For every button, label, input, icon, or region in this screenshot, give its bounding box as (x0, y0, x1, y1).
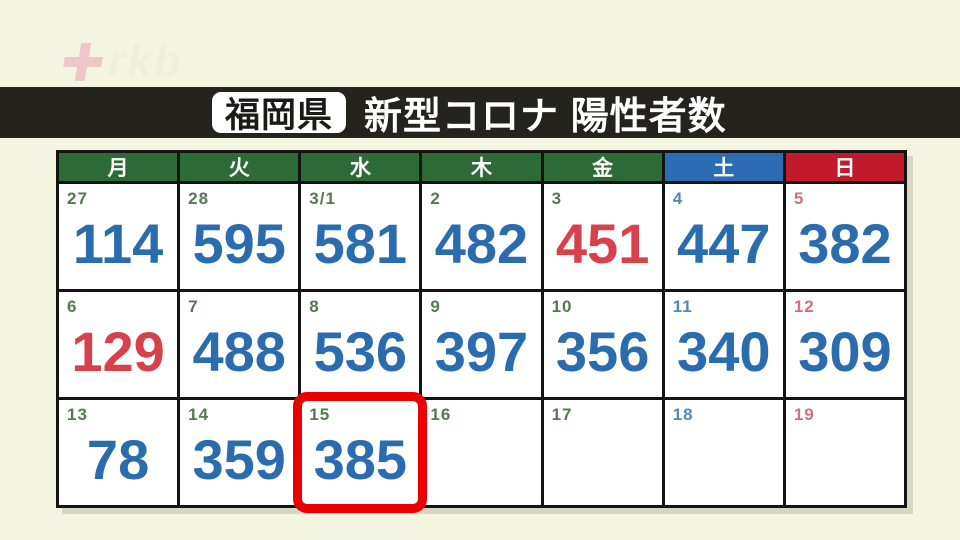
date-label: 15 (309, 405, 331, 424)
calendar-cell: 15 385 (293, 392, 428, 513)
day-header-4: 金 (543, 153, 662, 181)
date-label: 11 (672, 297, 693, 316)
date-label: 28 (188, 189, 210, 208)
date-label: 4 (672, 189, 684, 208)
case-count-value: 340 (677, 319, 771, 383)
prefecture-badge: 福岡県 (212, 92, 347, 135)
date-label: 6 (67, 297, 78, 316)
calendar-cell: 7 488 (180, 292, 299, 397)
page-title: 新型コロナ 陽性者数 (364, 96, 727, 138)
calendar-cell: 3/1 581 (301, 184, 420, 289)
calendar-cell: 5 382 (785, 184, 904, 289)
calendar-cell: 18 (664, 400, 783, 505)
date-label: 7 (188, 297, 199, 316)
day-header-0: 月 (59, 153, 178, 181)
calendar-cell: 3 451 (543, 184, 662, 289)
date-label: 10 (551, 297, 573, 316)
calendar-cell: 13 78 (59, 400, 178, 505)
case-count-value: 359 (192, 427, 286, 491)
date-label: 13 (67, 405, 88, 424)
calendar-cell: 14 359 (180, 400, 299, 505)
case-count-value: 78 (86, 427, 150, 491)
case-count-value: 536 (313, 319, 408, 383)
date-label: 17 (551, 405, 573, 424)
case-count-value (786, 413, 904, 505)
calendar-cell: 19 (785, 400, 904, 505)
date-label: 19 (793, 405, 815, 424)
calendar-cell: 4 447 (664, 184, 783, 289)
date-label: 2 (430, 189, 441, 208)
calendar-cell: 27 114 (59, 184, 178, 289)
case-count-value: 447 (677, 211, 771, 275)
case-count-value (422, 413, 540, 505)
date-label: 14 (188, 405, 210, 424)
case-count-value: 595 (192, 211, 286, 275)
calendar-grid: 月火水木金土日 27 114 28 595 3/1 581 2 482 3 451 4 447 5 382 6… (56, 150, 907, 513)
calendar-cell: 8 536 (301, 292, 420, 397)
day-header-6: 日 (785, 153, 904, 181)
plus-icon (63, 43, 103, 81)
case-count-value: 114 (72, 211, 164, 275)
calendar-cell: 10 356 (543, 292, 662, 397)
date-label: 3/1 (309, 189, 336, 208)
case-count-value: 451 (555, 211, 650, 275)
case-count-value: 129 (71, 319, 165, 383)
date-label: 18 (672, 405, 694, 424)
day-header-1: 火 (180, 153, 299, 181)
date-label: 8 (309, 297, 320, 316)
case-count-value: 309 (798, 319, 892, 383)
calendar-cell: 11 340 (664, 292, 783, 397)
case-count-value: 382 (798, 211, 892, 275)
calendar-cell: 17 (543, 400, 662, 505)
date-label: 16 (430, 405, 452, 424)
rkb-watermark: rkb (60, 34, 200, 90)
calendar-cell: 6 129 (59, 292, 178, 397)
case-count-value: 356 (555, 319, 650, 383)
date-label: 9 (430, 297, 441, 316)
case-count-value: 385 (313, 427, 408, 491)
calendar-cell: 28 595 (180, 184, 299, 289)
calendar-cell: 9 397 (422, 292, 541, 397)
calendar-cell: 2 482 (422, 184, 541, 289)
date-label: 5 (793, 189, 805, 208)
case-count-value: 482 (434, 211, 529, 275)
case-count-value (665, 413, 783, 505)
calendar-cell: 16 (422, 400, 541, 505)
case-count-value: 397 (434, 319, 529, 383)
day-header-3: 木 (422, 153, 541, 181)
date-label: 12 (793, 297, 815, 316)
day-header-2: 水 (301, 153, 420, 181)
calendar-cell: 12 309 (785, 292, 904, 397)
date-label: 27 (67, 189, 88, 208)
watermark-text: rkb (108, 37, 183, 86)
title-bar: 福岡県 新型コロナ 陽性者数 (0, 87, 960, 138)
day-header-5: 土 (664, 153, 783, 181)
case-count-value (544, 413, 662, 505)
date-label: 3 (551, 189, 563, 208)
case-count-value: 488 (192, 319, 286, 383)
case-count-value: 581 (313, 211, 408, 275)
